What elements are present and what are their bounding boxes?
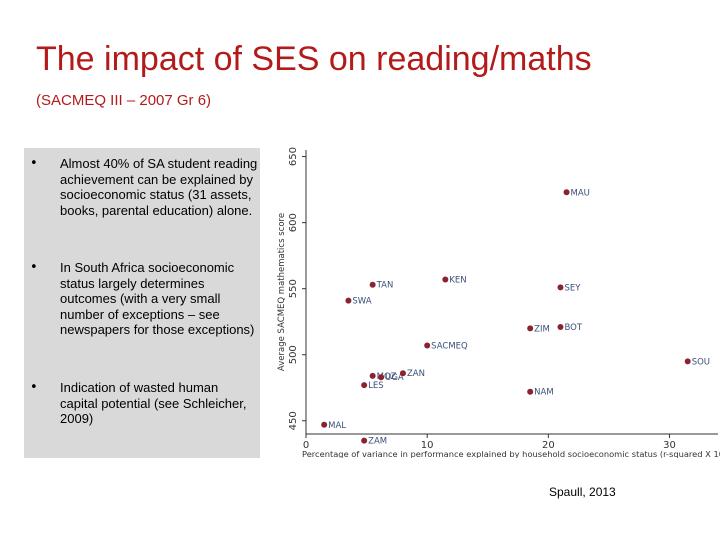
point-label: ZAN xyxy=(407,369,425,379)
point-label: MAL xyxy=(328,421,346,431)
point-label: ZIM xyxy=(534,324,550,334)
point-label: NAM xyxy=(534,388,554,398)
data-point xyxy=(361,437,368,444)
scatter-chart-svg: 450 500 550 600 650 0 10 20 30 Average SACMEQ mat… xyxy=(277,147,720,458)
data-point xyxy=(684,358,691,365)
slide-subtitle: (SACMEQ III – 2007 Gr 6) xyxy=(36,92,212,109)
data-point xyxy=(361,382,368,389)
point-label: BOT xyxy=(564,323,582,333)
bullet-panel: • Almost 40% of SA student reading achie… xyxy=(24,148,260,458)
data-point xyxy=(424,342,431,349)
data-point xyxy=(369,372,376,379)
data-point xyxy=(321,421,328,428)
data-point xyxy=(557,324,564,331)
y-tick-label: 500 xyxy=(288,345,299,364)
x-tick-label: 0 xyxy=(303,440,309,451)
data-point xyxy=(527,388,534,395)
point-label: SOU xyxy=(692,357,710,367)
data-point xyxy=(345,297,352,304)
slide-title: The impact of SES on reading/maths xyxy=(36,40,592,78)
point-label: LES xyxy=(368,381,384,391)
data-point xyxy=(563,189,570,196)
y-tick-label: 450 xyxy=(288,411,299,430)
y-tick-label: 600 xyxy=(288,213,299,232)
point-label: KEN xyxy=(449,275,466,285)
data-point xyxy=(399,370,406,377)
point-label: SEY xyxy=(564,283,581,293)
point-label: MAU xyxy=(571,188,590,198)
y-tick-label: 550 xyxy=(288,279,299,298)
data-point xyxy=(378,374,385,381)
x-axis-title: Percentage of variance in performance ex… xyxy=(302,449,720,458)
point-label: SACMEQ xyxy=(431,341,468,351)
y-axis-title: Average SACMEQ mathematics score xyxy=(277,213,287,371)
x-tick-label: 30 xyxy=(663,440,676,451)
scatter-chart: 450 500 550 600 650 0 10 20 30 Average SACMEQ mat… xyxy=(270,146,720,458)
point-label: UGA xyxy=(385,373,404,383)
bullet-text: Almost 40% of SA student reading achieve… xyxy=(60,156,258,218)
point-label: SWA xyxy=(352,297,371,307)
y-tick-label: 650 xyxy=(288,147,299,166)
data-point xyxy=(442,276,449,283)
x-tick-label: 10 xyxy=(421,440,434,451)
bullet-marker: • xyxy=(30,260,38,275)
bullet-text: Indication of wasted human capital poten… xyxy=(60,380,247,426)
data-point xyxy=(557,284,564,291)
point-label: ZAM xyxy=(368,437,387,447)
data-point xyxy=(369,281,376,288)
data-point xyxy=(527,325,534,332)
bullet-marker: • xyxy=(30,156,38,171)
point-label: TAN xyxy=(376,281,394,291)
source-credit: Spaull, 2013 xyxy=(549,485,616,499)
point-label: MOZ xyxy=(377,372,397,382)
bullet-marker: • xyxy=(30,380,38,395)
bullet-text: In South Africa socioeconomic status lar… xyxy=(60,260,255,337)
x-tick-label: 20 xyxy=(542,440,555,451)
